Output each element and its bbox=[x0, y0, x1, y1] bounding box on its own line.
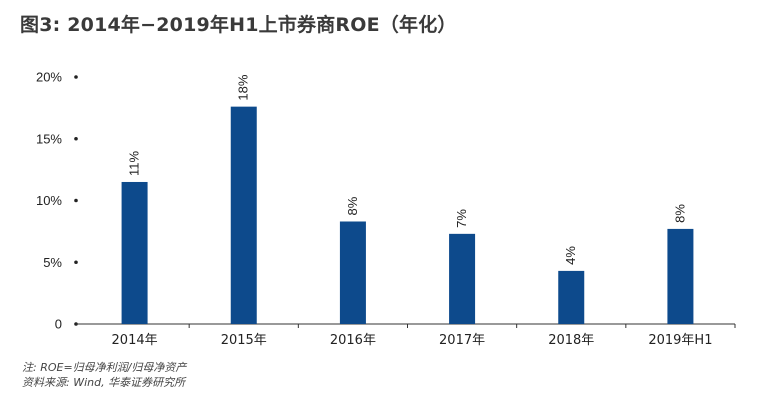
bar bbox=[121, 181, 148, 324]
y-tick-label: 20% bbox=[36, 70, 62, 85]
data-label: 4% bbox=[563, 246, 578, 265]
bar bbox=[558, 270, 585, 324]
bars bbox=[121, 106, 694, 324]
y-tick-label: 5% bbox=[43, 255, 62, 270]
data-label: 7% bbox=[454, 209, 469, 228]
bar bbox=[339, 221, 366, 324]
note-formula: 注: ROE=归母净利润/归母净资产 bbox=[22, 361, 187, 374]
y-tick-label: 15% bbox=[36, 131, 62, 146]
x-tick-label: 2016年 bbox=[330, 333, 376, 348]
bar bbox=[667, 228, 694, 324]
data-label: 11% bbox=[127, 150, 142, 175]
y-tick-label: 0 bbox=[55, 317, 62, 332]
y-tick-mark bbox=[74, 198, 78, 203]
y-tick-mark bbox=[74, 260, 78, 265]
data-label: 18% bbox=[236, 74, 251, 100]
bar bbox=[230, 106, 257, 324]
bar bbox=[449, 233, 476, 324]
x-tick-label: 2017年 bbox=[439, 333, 485, 348]
note-source: 资料来源: Wind, 华泰证券研究所 bbox=[22, 376, 186, 389]
x-tick-label: 2015年 bbox=[221, 333, 267, 348]
y-tick-label: 10% bbox=[36, 193, 62, 208]
x-axis: 2014年 2015年 2016年 2017年 2018年 2019年H1 bbox=[76, 323, 736, 348]
y-tick-mark bbox=[74, 136, 78, 141]
data-label: 8% bbox=[345, 196, 360, 215]
x-tick-label: 2014年 bbox=[112, 333, 158, 348]
chart-notes: 注: ROE=归母净利润/归母净资产 资料来源: Wind, 华泰证券研究所 bbox=[22, 360, 186, 390]
x-tick-label: 2018年 bbox=[548, 333, 594, 348]
data-labels: 11% 18% 8% 7% 4% 8% bbox=[127, 74, 688, 265]
data-label: 8% bbox=[672, 204, 687, 223]
chart-title: 图3: 2014年−2019年H1上市券商ROE（年化） bbox=[20, 14, 457, 36]
x-tick-label: 2019年H1 bbox=[648, 333, 712, 348]
y-axis: 0 5% 10% 15% 20% bbox=[36, 70, 78, 332]
y-tick-mark bbox=[74, 75, 78, 79]
